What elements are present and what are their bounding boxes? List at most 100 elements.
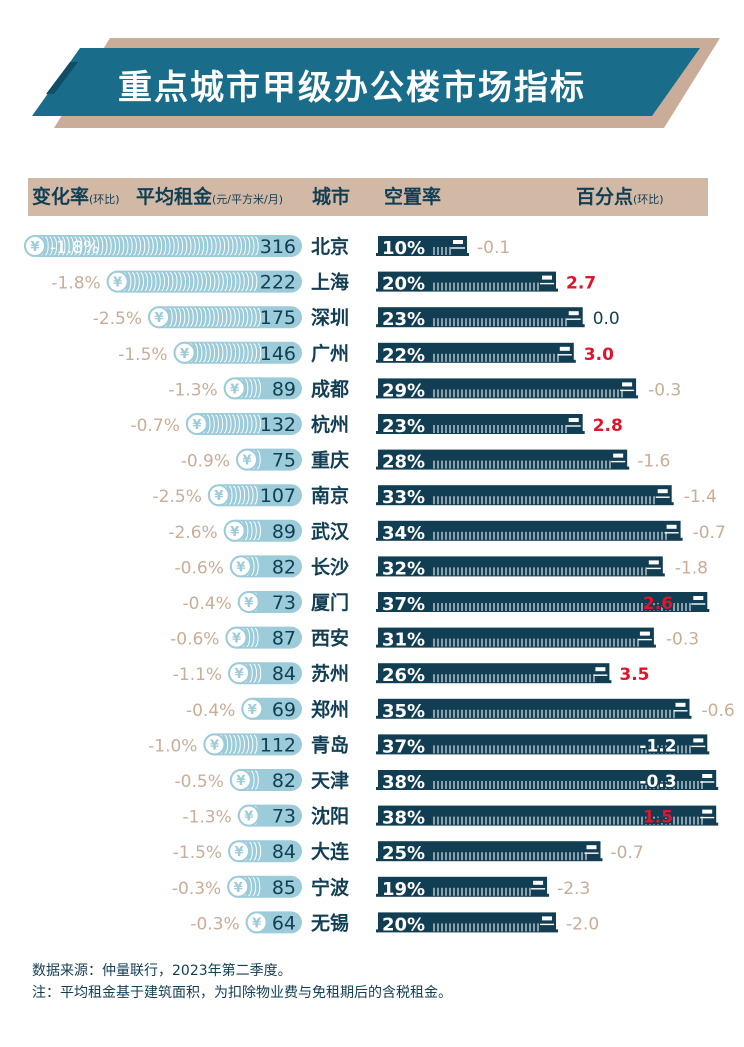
coin-ridge [227, 307, 232, 327]
vacancy-label: 19% [382, 879, 425, 900]
vacancy-bar-rail [376, 644, 656, 648]
coin-ridge [145, 236, 150, 256]
pct-point-label: -0.7 [611, 843, 644, 863]
change-rate-label: -1.8% [51, 274, 100, 294]
coin-ridge [198, 307, 203, 327]
coin-ridge [108, 236, 112, 256]
coin-ridge [196, 236, 200, 256]
coin-ridge [257, 663, 262, 683]
vacancy-label: 34% [382, 523, 425, 544]
bar-window [657, 489, 668, 494]
pct-point-label: -2.3 [557, 879, 590, 899]
coin-ridge [204, 236, 209, 256]
rent-value: 132 [260, 414, 296, 436]
coin-ridge [257, 841, 262, 861]
coin-ridge [246, 628, 251, 648]
yen-symbol: ¥ [232, 632, 241, 647]
coin-ridge [244, 378, 249, 398]
coin-ridge [250, 236, 255, 256]
yen-symbol: ¥ [235, 845, 244, 860]
rent-value: 73 [272, 592, 296, 614]
coin-ridge [186, 272, 191, 292]
coin-ridge [207, 272, 212, 292]
coin-ridge [206, 414, 211, 434]
coin-ridge [133, 236, 137, 256]
coin-ridge [237, 485, 241, 505]
yen-symbol: ¥ [230, 382, 239, 397]
coin-ridge [255, 556, 259, 576]
pct-point-label: 2.8 [593, 416, 623, 436]
city-label: 苏州 [311, 662, 349, 685]
header-change-rate: 变化率(环比) [32, 186, 120, 208]
rent-value: 146 [260, 343, 296, 365]
coin-ridge [192, 236, 196, 256]
coin-ridge [82, 236, 87, 256]
coin-ridge [224, 734, 229, 754]
change-rate-label: -0.4% [186, 701, 235, 721]
vacancy-bar-rail [376, 929, 558, 933]
pct-point-label: -1.6 [637, 452, 670, 472]
rent-value: 175 [260, 307, 296, 329]
coin-ridge [207, 343, 211, 363]
change-rate-label: -1.5% [118, 345, 167, 365]
rent-value: 85 [272, 877, 296, 899]
bar-window [675, 702, 686, 707]
row-11: ¥73 -0.4% 厦门 37% 2.6 [182, 591, 710, 616]
rent-bar [148, 306, 302, 329]
coin-ridge [246, 236, 251, 256]
coin-ridge [194, 272, 199, 292]
yen-coin-icon [241, 697, 264, 720]
change-rate-label: -0.4% [182, 594, 231, 614]
coin-ridge [99, 236, 104, 256]
coin-ridge [66, 236, 70, 256]
yen-symbol: ¥ [192, 418, 201, 433]
bar-window [533, 880, 544, 885]
change-rate-label: -0.6% [175, 558, 224, 578]
vacancy-label: 23% [382, 309, 425, 330]
pct-point-label: -0.3 [648, 380, 681, 400]
coin-ridge [129, 236, 133, 256]
coin-ridge [233, 485, 237, 505]
coin-ridge [179, 236, 184, 256]
coin-ridge [228, 343, 232, 363]
rent-value: 316 [260, 236, 296, 258]
bar-window [559, 346, 570, 351]
coin-ridge [236, 414, 240, 434]
city-label: 西安 [311, 627, 349, 650]
yen-coin-icon [223, 377, 246, 400]
yen-symbol: ¥ [252, 916, 261, 931]
bar-window [702, 809, 713, 814]
coin-ridge [140, 272, 144, 292]
coin-ridge [211, 272, 216, 292]
vacancy-bar [378, 307, 583, 326]
vacancy-label: 37% [382, 736, 425, 757]
bar-window [595, 667, 606, 672]
coin-ridge [241, 272, 245, 292]
vacancy-bar-rail [376, 395, 639, 399]
rent-value: 75 [272, 450, 296, 472]
coin-ridge [148, 272, 153, 292]
coin-ridge [253, 307, 257, 327]
coin-ridge [198, 343, 203, 363]
row-17: ¥73 -1.3% 沈阳 38% 1.5 [182, 804, 719, 829]
city-label: 北京 [311, 235, 349, 258]
bar-window [613, 453, 624, 458]
yen-coin-icon [203, 733, 226, 756]
coin-ridge [223, 343, 228, 363]
coin-ridge [232, 414, 236, 434]
rent-value: 82 [272, 770, 296, 792]
coin-ridge [175, 236, 179, 256]
bar-window [702, 774, 713, 778]
coin-ridge [215, 272, 220, 292]
coin-ridge [173, 307, 177, 327]
coin-ridge [217, 236, 221, 256]
yen-coin-icon [173, 341, 196, 364]
coin-ridge [257, 450, 261, 470]
coin-ridge [95, 236, 100, 256]
coin-ridge [248, 414, 253, 434]
yen-symbol: ¥ [236, 560, 245, 575]
yen-coin-icon [185, 413, 208, 435]
change-rate-label: -1.0% [148, 736, 197, 756]
pct-point-label: -0.7 [693, 523, 726, 543]
coin-ridge [255, 770, 259, 790]
